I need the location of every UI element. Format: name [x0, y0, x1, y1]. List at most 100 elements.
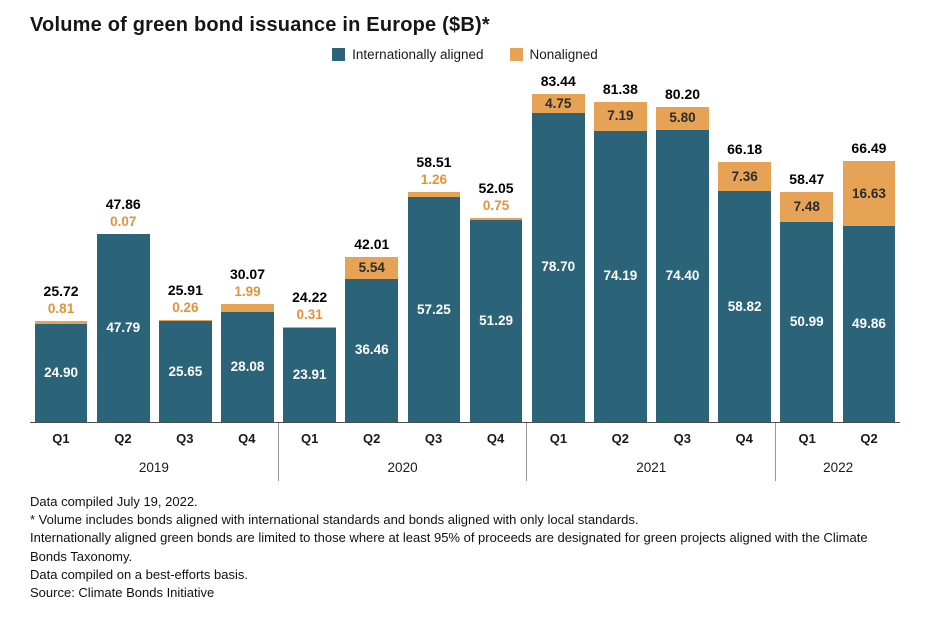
x-axis-year-label: 2021: [636, 459, 667, 475]
x-axis-quarter-label: Q2: [114, 430, 132, 446]
footnote-line: Data compiled on a best-efforts basis.: [30, 566, 248, 582]
bar-aligned-label: 51.29: [479, 313, 513, 329]
bar-aligned-label: 57.25: [417, 301, 451, 317]
bar-segment-nonaligned: [842, 160, 896, 227]
bar-2022-Q2: [842, 160, 896, 422]
x-axis-quarter-label: Q1: [798, 430, 816, 446]
plot-group-2020: 24.22 0.31 23.91 42.01 5.54 36.46 58.51 1.26 57.…: [279, 92, 528, 422]
bar-2020-Q3: [407, 192, 461, 422]
footnotes: Data compiled July 19, 2022. * Volume in…: [30, 493, 900, 602]
bar-column-2021-Q3: 80.20 5.80 74.40: [651, 86, 713, 422]
bar-2021-Q4: [718, 162, 772, 422]
bar-segment-internationally-aligned: [345, 278, 399, 422]
bar-column-2020-Q4: 52.05 0.75 51.29: [465, 92, 527, 422]
bar-segment-internationally-aligned: [656, 129, 709, 422]
x-axis-quarter-label: Q2: [362, 430, 381, 446]
quarter-label-row: Q1 Q2 Q3 Q4: [30, 423, 278, 453]
bar-aligned-label: 74.40: [665, 267, 700, 283]
bar-column-2019-Q4: 30.07 1.99 28.08: [216, 92, 278, 422]
plot-group-2022: 58.47 7.48 50.99 66.49 16.63 49.86: [776, 92, 900, 422]
bar-segment-internationally-aligned: [158, 321, 212, 422]
bar-2019-Q2: [96, 234, 150, 422]
bar-aligned-label: 24.90: [44, 365, 78, 381]
bar-total-label: 83.44: [540, 73, 576, 90]
bar-nonaligned-label: 0.81: [47, 301, 75, 316]
quarter-label-row: Q1 Q2: [776, 423, 900, 453]
bar-nonaligned-label: 0.75: [482, 197, 510, 213]
bar-nonaligned-label: 0.26: [172, 300, 199, 316]
bar-2019-Q4: [221, 303, 274, 422]
footnote-line: Data compiled July 19, 2022.: [30, 494, 198, 509]
bar-aligned-label: 28.08: [230, 358, 265, 374]
bar-aligned-label: 47.79: [106, 320, 141, 336]
bar-column-2021-Q4: 66.18 7.36 58.82: [714, 92, 776, 422]
bar-segment-internationally-aligned: [842, 226, 896, 422]
legend-label-internationally-aligned: Internationally aligned: [352, 47, 484, 62]
bar-2021-Q3: [656, 106, 709, 422]
bar-segment-nonaligned: [407, 192, 461, 198]
bar-nonaligned-label: 1.26: [420, 172, 448, 188]
bar-segment-internationally-aligned: [96, 234, 150, 422]
chart-panel: Volume of green bond issuance in Europe …: [30, 14, 900, 602]
legend-item-nonaligned: Nonaligned: [509, 47, 598, 62]
x-axis-quarter-label: Q3: [424, 430, 443, 446]
bar-aligned-label: 36.46: [354, 342, 389, 358]
bar-aligned-label: 25.65: [168, 363, 203, 379]
bar-segment-internationally-aligned: [593, 130, 647, 422]
bar-nonaligned-label: 0.07: [110, 214, 137, 229]
plot-group-2019: 25.72 0.81 24.90 47.86 0.07 47.79 25.91 0.26 25.…: [30, 92, 279, 422]
bar-segment-nonaligned: [531, 94, 585, 113]
bar-column-2019-Q2: 47.86 0.07 47.79: [92, 92, 154, 422]
bar-nonaligned-label: 7.36: [731, 168, 758, 184]
bar-2019-Q1: [34, 321, 88, 422]
bar-segment-internationally-aligned: [283, 328, 337, 422]
bar-segment-internationally-aligned: [531, 112, 585, 422]
bar-segment-internationally-aligned: [718, 190, 772, 422]
bar-2020-Q2: [345, 257, 399, 422]
bar-total-label: 30.07: [229, 265, 266, 282]
bar-total-label: 25.91: [167, 282, 203, 299]
bar-aligned-label: 78.70: [541, 259, 576, 275]
bar-column-2021-Q2: 81.38 7.19 74.19: [589, 81, 651, 422]
bar-nonaligned-label: 0.31: [296, 306, 323, 322]
legend-label-nonaligned: Nonaligned: [529, 47, 598, 62]
x-axis: Q1 Q2 Q3 Q4 2019 Q1 Q2 Q3 Q4 2020 Q1 Q2 Q3 Q4 2021 Q1 Q2…: [30, 422, 900, 481]
bar-segment-nonaligned: [158, 320, 212, 322]
bar-2020-Q1: [283, 326, 337, 422]
axis-group-2019: Q1 Q2 Q3 Q4 2019: [30, 423, 278, 481]
x-axis-year-label: 2022: [823, 459, 854, 475]
bar-nonaligned-label: 5.80: [669, 110, 696, 126]
bar-column-2022-Q1: 58.47 7.48 50.99: [776, 92, 838, 422]
x-axis-quarter-label: Q1: [52, 430, 70, 446]
x-axis-quarter-label: Q1: [549, 430, 568, 446]
bar-aligned-label: 74.19: [603, 268, 638, 284]
bar-column-2020-Q3: 58.51 1.26 57.25: [403, 92, 465, 422]
x-axis-quarter-label: Q4: [735, 430, 753, 446]
x-axis-quarter-label: Q1: [301, 430, 319, 446]
plot-area: 25.72 0.81 24.90 47.86 0.07 47.79 25.91 0.26 25.…: [30, 73, 900, 422]
bar-segment-nonaligned: [780, 192, 834, 222]
bar-segment-internationally-aligned: [407, 197, 461, 422]
bar-2020-Q4: [469, 217, 523, 422]
bar-total-label: 42.01: [354, 236, 390, 252]
bar-segment-nonaligned: [656, 106, 709, 130]
x-axis-quarter-label: Q3: [673, 430, 691, 446]
bar-column-2022-Q2: 66.49 16.63 49.86: [838, 92, 900, 422]
bar-2019-Q3: [158, 320, 212, 422]
bar-segment-internationally-aligned: [780, 221, 834, 422]
bar-column-2020-Q1: 24.22 0.31 23.91: [279, 92, 341, 422]
bar-column-2021-Q1: 83.44 4.75 78.70: [527, 73, 589, 422]
x-axis-quarter-label: Q3: [176, 430, 194, 446]
bar-segment-nonaligned: [283, 326, 337, 329]
bar-total-label: 58.47: [789, 171, 825, 188]
x-axis-year-label: 2019: [138, 459, 169, 475]
bar-nonaligned-label: 7.19: [607, 108, 634, 124]
bar-column-2019-Q3: 25.91 0.26 25.65: [154, 92, 216, 422]
legend: Internationally aligned Nonaligned: [30, 47, 900, 62]
bar-segment-nonaligned: [221, 303, 274, 312]
bar-column-2019-Q1: 25.72 0.81 24.90: [30, 92, 92, 422]
bar-segment-nonaligned: [593, 102, 647, 131]
axis-group-2020: Q1 Q2 Q3 Q4 2020: [277, 423, 527, 481]
bar-nonaligned-label: 4.75: [545, 95, 572, 111]
bar-total-label: 52.05: [478, 179, 514, 196]
